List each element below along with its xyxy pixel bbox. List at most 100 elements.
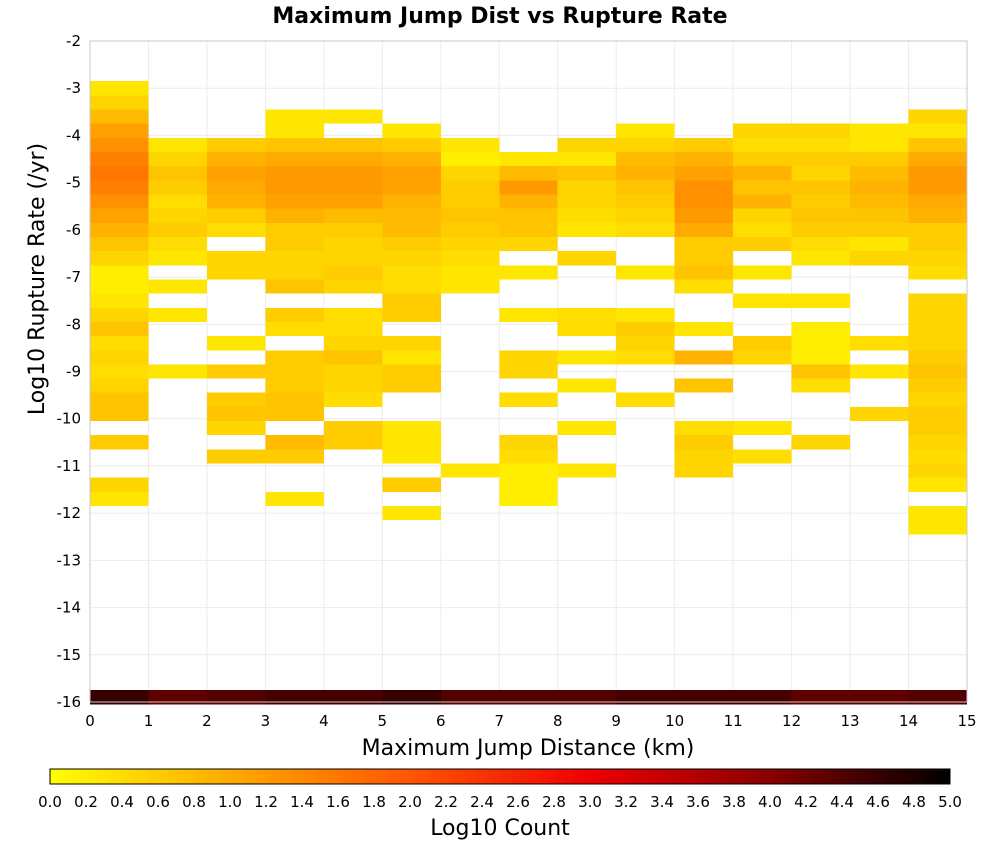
heatmap-cell bbox=[557, 166, 617, 181]
heatmap-cell bbox=[908, 690, 967, 705]
heatmap-cell bbox=[90, 477, 149, 492]
heatmap-cell bbox=[557, 251, 617, 266]
colorbar-tick-label: 3.4 bbox=[650, 793, 674, 811]
heatmap-cell bbox=[850, 194, 909, 209]
heatmap-cell bbox=[265, 208, 324, 223]
heatmap-cell bbox=[791, 123, 851, 138]
heatmap-cell bbox=[557, 690, 617, 705]
heatmap-cell bbox=[323, 222, 383, 237]
heatmap-cell bbox=[265, 166, 324, 181]
heatmap-cell bbox=[850, 364, 909, 379]
heatmap-cell bbox=[323, 421, 383, 436]
heatmap-cell bbox=[908, 137, 967, 152]
heatmap-cell bbox=[733, 180, 792, 195]
heatmap-cell bbox=[850, 406, 909, 422]
heatmap-cell bbox=[265, 265, 324, 280]
heatmap-cell bbox=[265, 307, 324, 322]
x-axis-label: Maximum Jump Distance (km) bbox=[362, 736, 695, 761]
heatmap-cell bbox=[206, 690, 266, 705]
heatmap-cell bbox=[323, 180, 383, 195]
heatmap-cell bbox=[791, 222, 851, 237]
x-tick-label: 6 bbox=[436, 712, 446, 730]
heatmap-cell bbox=[323, 208, 383, 223]
heatmap-cell bbox=[206, 180, 266, 195]
heatmap-cell bbox=[674, 321, 734, 337]
heatmap-cell bbox=[557, 208, 617, 223]
x-tick-label: 13 bbox=[841, 712, 860, 730]
heatmap-cell bbox=[382, 435, 441, 450]
heatmap-cell bbox=[791, 180, 851, 195]
heatmap-cell bbox=[265, 378, 324, 393]
y-tick-label: -12 bbox=[57, 504, 82, 522]
heatmap-cell bbox=[674, 194, 734, 209]
x-tick-label: 15 bbox=[957, 712, 976, 730]
heatmap-cells bbox=[90, 81, 967, 705]
heatmap-cell bbox=[791, 166, 851, 181]
heatmap-cell bbox=[733, 166, 792, 181]
heatmap-cell bbox=[90, 279, 149, 294]
heatmap-cell bbox=[733, 123, 792, 138]
heatmap-cell bbox=[733, 236, 792, 252]
heatmap-cell bbox=[733, 449, 792, 464]
chart-title: Maximum Jump Dist vs Rupture Rate bbox=[272, 4, 727, 29]
heatmap-cell bbox=[90, 350, 149, 365]
heatmap-cell bbox=[674, 236, 734, 252]
heatmap-cell bbox=[382, 236, 441, 252]
heatmap-cell bbox=[616, 222, 675, 237]
colorbar-tick-label: 4.6 bbox=[866, 793, 890, 811]
colorbar-tick-label: 0.4 bbox=[110, 793, 134, 811]
colorbar-tick-label: 0.2 bbox=[74, 793, 98, 811]
heatmap-cell bbox=[382, 690, 441, 705]
heatmap-cell bbox=[791, 378, 851, 393]
heatmap-cell bbox=[440, 151, 500, 167]
heatmap-cell bbox=[499, 435, 558, 450]
heatmap-cell bbox=[440, 463, 500, 478]
heatmap-cell bbox=[908, 180, 967, 195]
heatmap-cell bbox=[908, 364, 967, 379]
plot-frame bbox=[89, 40, 968, 703]
heatmap-cell bbox=[323, 166, 383, 181]
heatmap-cell bbox=[908, 406, 967, 422]
colorbar-tick-label: 1.0 bbox=[218, 793, 242, 811]
heatmap-cell bbox=[791, 208, 851, 223]
colorbar-tick-label: 2.6 bbox=[506, 793, 530, 811]
heatmap-cell bbox=[616, 350, 675, 365]
heatmap-cell bbox=[265, 123, 324, 138]
heatmap-cell bbox=[265, 137, 324, 152]
heatmap-cell bbox=[733, 222, 792, 237]
y-tick-label: -6 bbox=[66, 221, 81, 239]
heatmap-cell bbox=[499, 449, 558, 464]
heatmap-cell bbox=[733, 690, 792, 705]
heatmap-cell bbox=[908, 378, 967, 393]
heatmap-cell bbox=[733, 194, 792, 209]
heatmap-cell bbox=[323, 151, 383, 167]
heatmap-cell bbox=[499, 151, 558, 167]
heatmap-cell bbox=[90, 81, 149, 96]
heatmap-cell bbox=[908, 265, 967, 280]
heatmap-cell bbox=[440, 208, 500, 223]
heatmap-cell bbox=[557, 307, 617, 322]
y-tick-label: -15 bbox=[57, 646, 82, 664]
heatmap-cell bbox=[90, 364, 149, 379]
y-axis-label: Log10 Rupture Rate (/yr) bbox=[25, 143, 50, 415]
heatmap-cell bbox=[557, 222, 617, 237]
heatmap-cell bbox=[908, 506, 967, 521]
heatmap-cell bbox=[674, 251, 734, 266]
heatmap-cell bbox=[616, 137, 675, 152]
heatmap-cell bbox=[206, 137, 266, 152]
heatmap-cell bbox=[323, 378, 383, 393]
heatmap-cell bbox=[90, 123, 149, 138]
heatmap-cell bbox=[206, 364, 266, 379]
heatmap-cell bbox=[148, 236, 207, 252]
colorbar-ticks: 0.0 0.2 0.4 0.6 0.8 1.0 1.2 1.4 1.6 1.8 2.0 2.2 2.4 2… bbox=[38, 793, 962, 811]
heatmap-cell bbox=[382, 180, 441, 195]
heatmap-cell bbox=[90, 336, 149, 351]
heatmap-cell bbox=[908, 208, 967, 223]
heatmap-cell bbox=[557, 378, 617, 393]
heatmap-cell bbox=[206, 151, 266, 167]
heatmap-cell bbox=[674, 222, 734, 237]
heatmap-cell bbox=[90, 166, 149, 181]
heatmap-cell bbox=[265, 180, 324, 195]
heatmap-cell bbox=[90, 392, 149, 407]
heatmap-cell bbox=[499, 194, 558, 209]
